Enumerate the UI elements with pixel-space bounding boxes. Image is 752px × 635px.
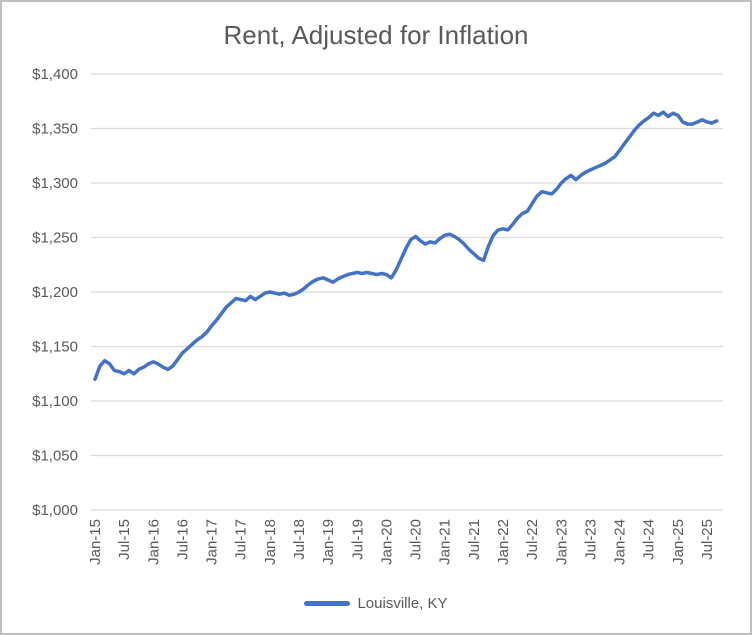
x-axis-tick-label: Jan-16 (145, 519, 162, 565)
x-axis-tick-label: Jan-21 (437, 519, 454, 565)
legend-line-swatch (304, 601, 351, 606)
x-axis-tick-label: Jul-25 (699, 519, 716, 560)
y-axis-tick-label: $1,000 (32, 502, 78, 519)
x-axis-tick-label: Jan-17 (204, 519, 221, 565)
x-axis-tick-label: Jan-25 (670, 519, 687, 565)
x-axis-tick-label: Jan-24 (612, 519, 629, 565)
x-axis-tick-label: Jan-18 (262, 519, 279, 565)
y-axis-tick-label: $1,250 (32, 230, 78, 247)
x-axis-tick-label: Jan-19 (320, 519, 337, 565)
y-axis-tick-label: $1,150 (32, 339, 78, 356)
y-axis-tick-label: $1,350 (32, 121, 78, 138)
x-axis-tick-label: Jul-18 (291, 519, 308, 560)
x-axis-tick-label: Jan-22 (495, 519, 512, 565)
legend[interactable]: Louisville, KY (2, 595, 750, 612)
y-axis-tick-label: $1,400 (32, 66, 78, 83)
x-axis-tick-label: Jul-17 (233, 519, 250, 560)
x-axis-tick-label: Jul-24 (641, 519, 658, 560)
x-axis-tick-label: Jan-23 (553, 519, 570, 565)
x-axis-tick-label: Jul-20 (408, 519, 425, 560)
x-axis-tick-label: Jul-23 (582, 519, 599, 560)
x-axis-tick-label: Jan-15 (87, 519, 104, 565)
y-axis-tick-label: $1,100 (32, 393, 78, 410)
legend-label: Louisville, KY (357, 595, 448, 612)
x-axis-tick-label: Jul-21 (466, 519, 483, 560)
series-line-louisville-ky[interactable] (93, 110, 719, 381)
y-axis-tick-label: $1,300 (32, 175, 78, 192)
x-axis-tick-label: Jul-22 (524, 519, 541, 560)
y-axis-tick-label: $1,050 (32, 448, 78, 465)
x-axis-tick-label: Jul-19 (349, 519, 366, 560)
y-axis-tick-label: $1,200 (32, 284, 78, 301)
x-axis-tick-label: Jan-20 (378, 519, 395, 565)
x-axis-tick-label: Jul-16 (174, 519, 191, 560)
x-axis-tick-label: Jul-15 (116, 519, 133, 560)
chart-title[interactable]: Rent, Adjusted for Inflation (223, 20, 529, 50)
